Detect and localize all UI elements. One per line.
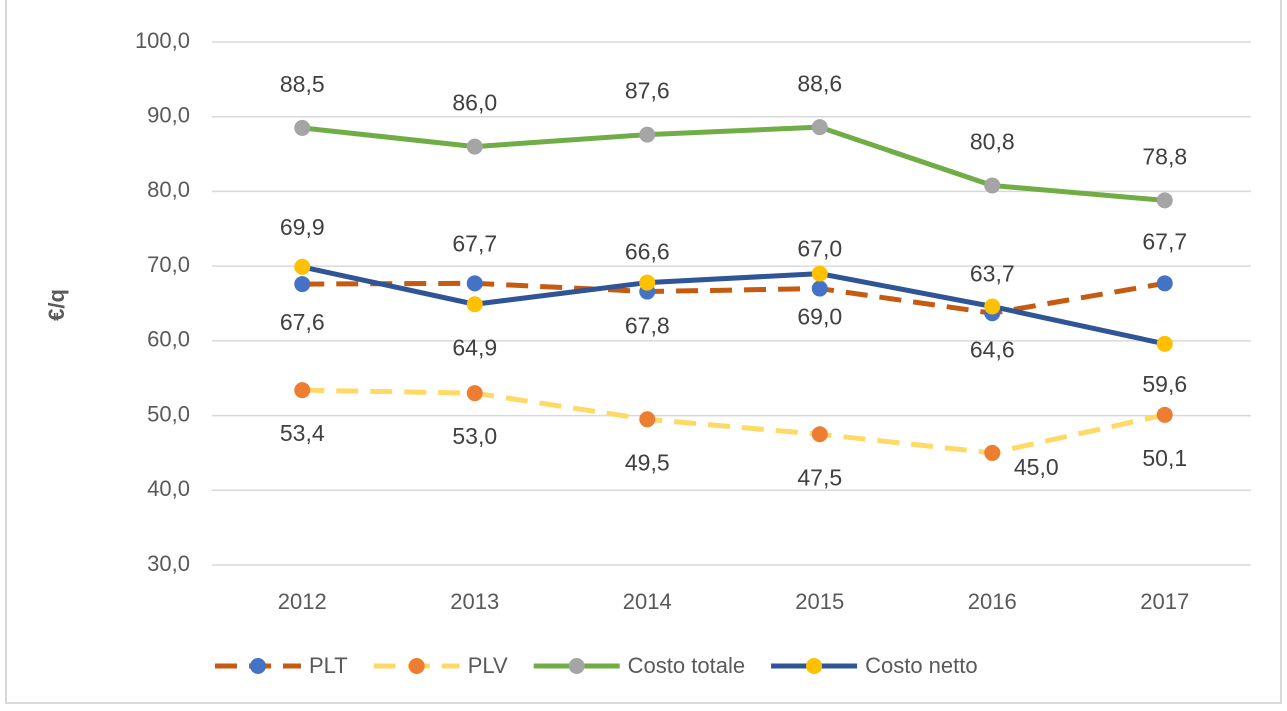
data-point <box>294 119 311 136</box>
data-point <box>811 426 828 443</box>
data-point <box>466 275 483 292</box>
data-label: 64,9 <box>452 334 497 360</box>
data-label: 47,5 <box>797 464 842 490</box>
y-tick-label: 60,0 <box>147 327 190 352</box>
data-point <box>1156 192 1173 209</box>
data-label: 69,9 <box>280 214 325 240</box>
data-point <box>984 177 1001 194</box>
x-tick-label: 2015 <box>795 589 844 614</box>
data-label: 66,6 <box>625 239 670 265</box>
y-tick-label: 50,0 <box>147 401 190 426</box>
data-point <box>466 138 483 155</box>
data-point <box>639 411 656 428</box>
y-tick-label: 70,0 <box>147 252 190 277</box>
data-label: 67,7 <box>452 230 497 256</box>
data-label: 53,0 <box>452 423 497 449</box>
series-line <box>302 280 1166 316</box>
data-label: 78,8 <box>1142 143 1187 169</box>
data-label: 67,8 <box>625 313 670 339</box>
series-line <box>301 124 1165 203</box>
legend-marker <box>568 658 585 674</box>
legend-label: Costo totale <box>628 653 745 678</box>
y-tick-label: 40,0 <box>147 476 190 501</box>
data-point <box>1156 335 1173 352</box>
data-point <box>294 382 311 399</box>
x-tick-label: 2013 <box>450 589 499 614</box>
y-tick-label: 80,0 <box>147 177 190 202</box>
series-line <box>302 387 1166 456</box>
series-line <box>301 264 1166 347</box>
data-label: 49,5 <box>625 449 670 475</box>
x-tick-label: 2012 <box>278 589 327 614</box>
data-label: 86,0 <box>452 90 497 116</box>
data-label: 88,5 <box>280 71 325 97</box>
data-point <box>984 298 1001 315</box>
data-point <box>294 276 311 293</box>
data-label: 50,1 <box>1142 445 1187 471</box>
data-label: 69,0 <box>797 304 842 330</box>
data-label: 45,0 <box>1014 454 1059 480</box>
data-point <box>639 126 656 143</box>
data-label: 59,6 <box>1142 371 1187 397</box>
x-tick-label: 2017 <box>1140 589 1189 614</box>
legend-marker <box>250 658 266 674</box>
data-point <box>811 119 828 136</box>
x-tick-label: 2014 <box>623 589 672 614</box>
y-tick-label: 90,0 <box>147 103 190 128</box>
data-point <box>639 274 656 291</box>
data-point <box>294 258 311 275</box>
data-label: 67,7 <box>1142 228 1187 254</box>
data-label: 80,8 <box>970 129 1015 155</box>
data-label: 87,6 <box>625 78 670 104</box>
legend-marker <box>806 658 823 674</box>
data-point <box>1156 406 1173 423</box>
legend-marker <box>408 658 425 674</box>
legend-label: PLV <box>468 653 508 678</box>
y-tick-label: 30,0 <box>147 551 190 576</box>
legend-label: Costo netto <box>865 653 978 678</box>
y-tick-label: 100,0 <box>135 28 190 53</box>
data-point <box>1156 275 1173 292</box>
legend-label: PLT <box>309 653 348 678</box>
data-point <box>811 280 828 297</box>
data-label: 67,6 <box>280 309 325 335</box>
x-tick-label: 2016 <box>968 589 1017 614</box>
data-label: 53,4 <box>280 420 325 446</box>
data-point <box>811 265 828 282</box>
data-point <box>466 296 483 313</box>
data-point <box>984 444 1001 461</box>
data-label: 88,6 <box>797 70 842 96</box>
data-label: 64,6 <box>970 337 1015 363</box>
data-label: 63,7 <box>970 260 1015 286</box>
y-axis-title: €/q <box>44 289 69 321</box>
data-label: 67,0 <box>797 236 842 262</box>
chart-frame <box>5 0 1282 704</box>
data-point <box>466 385 483 402</box>
